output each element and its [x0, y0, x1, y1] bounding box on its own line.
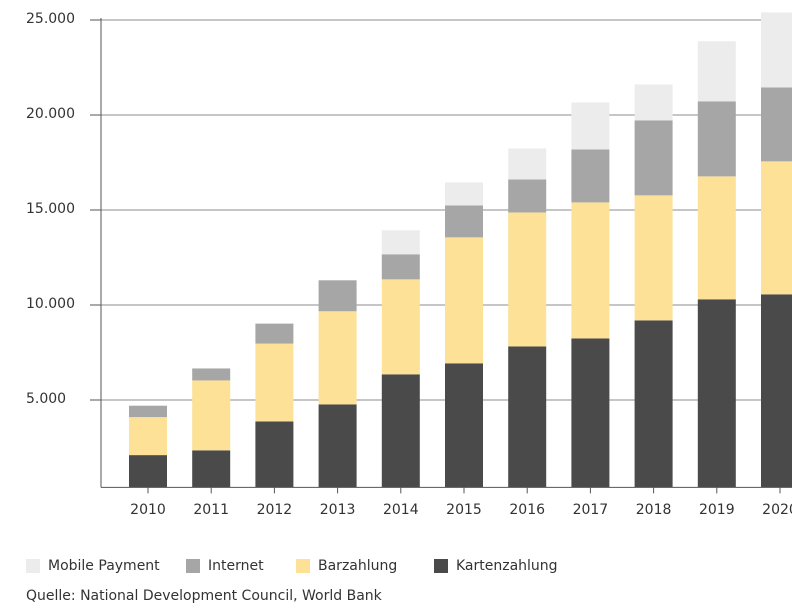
x-tick-label: 2017: [573, 502, 609, 518]
bar-segment: [761, 161, 792, 295]
bar-segment: [697, 41, 736, 102]
bar-segment: [697, 101, 736, 177]
bar-segment: [634, 84, 673, 121]
legend-swatch: [186, 559, 200, 573]
bar-segment: [129, 455, 167, 488]
bar-segment: [255, 421, 294, 488]
x-tick-label: 2016: [509, 502, 545, 518]
bar-segment: [697, 299, 736, 488]
legend-label: Mobile Payment: [48, 558, 160, 574]
bar-segment: [508, 148, 547, 180]
y-tick-label: 15.000: [26, 201, 75, 217]
legend-swatch: [434, 559, 448, 573]
bar-segment: [192, 450, 231, 488]
bar-segment: [761, 87, 792, 162]
bar-segment: [445, 237, 483, 364]
y-tick-label: 10.000: [26, 296, 75, 312]
bar-segment: [634, 320, 673, 488]
legend-label: Internet: [208, 558, 264, 574]
y-tick-label: 20.000: [26, 106, 75, 122]
bar-segment: [381, 254, 420, 280]
bar-segment: [634, 120, 673, 196]
x-tick-label: 2012: [257, 502, 293, 518]
bar-segment: [697, 176, 736, 300]
bar-segment: [381, 279, 420, 375]
x-tick-label: 2010: [130, 502, 166, 518]
bar-segment: [192, 380, 231, 451]
bar-segment: [761, 294, 792, 488]
bar-segment: [318, 280, 357, 312]
bar-segment: [761, 12, 792, 88]
y-tick-label: 25.000: [26, 11, 75, 27]
bar-segment: [571, 149, 610, 203]
legend-label: Kartenzahlung: [456, 558, 558, 574]
x-tick-label: 2013: [320, 502, 356, 518]
y-tick-label: 5.000: [26, 391, 66, 407]
bar-segment: [634, 195, 673, 321]
legend-swatch: [26, 559, 40, 573]
bar-segment: [571, 338, 610, 488]
bar-segment: [192, 368, 231, 381]
bar-segment: [508, 346, 547, 488]
bar-segment: [318, 404, 357, 488]
x-tick-label: 2014: [383, 502, 419, 518]
bar-segment: [445, 182, 483, 206]
legend-label: Barzahlung: [318, 558, 397, 574]
bar-segment: [445, 205, 483, 238]
bar-segment: [508, 179, 547, 213]
bar-segment: [255, 343, 294, 422]
x-tick-label: 2018: [636, 502, 672, 518]
bar-segment: [318, 311, 357, 405]
x-tick-label: 2020: [762, 502, 792, 518]
x-tick-label: 2019: [699, 502, 735, 518]
bar-segment: [255, 323, 294, 344]
bar-segment: [571, 202, 610, 339]
source: Quelle: National Development Council, Wo…: [26, 588, 383, 604]
bar-segment: [508, 212, 547, 347]
bar-segment: [381, 374, 420, 488]
x-tick-label: 2011: [193, 502, 229, 518]
bar-segment: [129, 417, 167, 456]
bar-segment: [381, 230, 420, 255]
bar-segment: [445, 363, 483, 488]
x-tick-label: 2015: [446, 502, 482, 518]
legend-swatch: [296, 559, 310, 573]
bar-segment: [571, 102, 610, 150]
bar-segment: [129, 405, 167, 418]
